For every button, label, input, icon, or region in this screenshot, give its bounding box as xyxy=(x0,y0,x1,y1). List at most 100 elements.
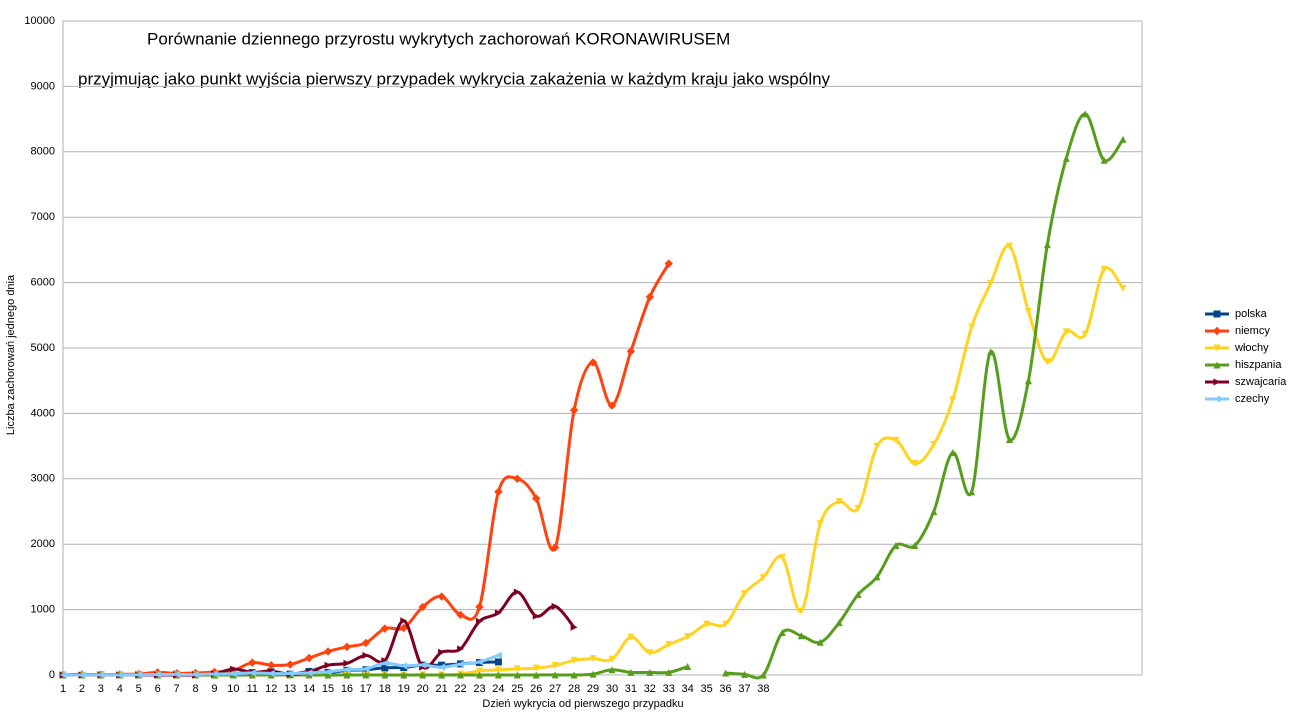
marker xyxy=(703,620,711,628)
marker xyxy=(173,670,181,678)
marker xyxy=(1100,265,1108,273)
marker xyxy=(570,656,578,664)
marker xyxy=(513,671,521,679)
x-tick-label: 28 xyxy=(568,683,580,695)
x-tick-label: 29 xyxy=(587,683,599,695)
marker xyxy=(154,671,162,679)
marker xyxy=(627,668,635,676)
x-tick-label: 12 xyxy=(265,683,277,695)
marker xyxy=(532,671,540,679)
marker xyxy=(1213,361,1221,369)
marker xyxy=(116,671,124,679)
marker xyxy=(192,671,200,679)
marker xyxy=(532,612,540,620)
marker xyxy=(97,671,105,679)
marker xyxy=(229,665,237,673)
marker xyxy=(665,668,673,676)
marker xyxy=(664,259,673,268)
marker xyxy=(248,658,257,667)
x-tick-label: 19 xyxy=(398,683,410,695)
marker xyxy=(1062,328,1070,336)
y-tick-label: 4000 xyxy=(31,407,55,419)
marker xyxy=(1100,156,1108,164)
legend-label: niemcy xyxy=(1235,325,1270,337)
marker xyxy=(570,623,578,631)
x-tick-label: 27 xyxy=(549,683,561,695)
y-tick-label: 1000 xyxy=(31,604,55,616)
y-tick-label: 7000 xyxy=(31,211,55,223)
marker xyxy=(551,661,559,669)
marker xyxy=(645,292,655,302)
marker xyxy=(759,573,767,581)
x-tick-label: 16 xyxy=(341,683,353,695)
marker xyxy=(1213,344,1221,352)
marker xyxy=(475,671,483,679)
marker xyxy=(361,638,371,648)
x-tick-label: 1 xyxy=(60,683,66,695)
marker xyxy=(551,602,559,610)
marker xyxy=(892,542,900,550)
marker xyxy=(437,592,446,601)
marker xyxy=(608,655,616,663)
marker xyxy=(684,662,692,670)
marker xyxy=(911,542,919,550)
x-tick-label: 35 xyxy=(700,683,712,695)
marker xyxy=(380,624,390,633)
marker xyxy=(475,658,483,666)
marker xyxy=(626,347,636,356)
marker xyxy=(1062,154,1070,162)
x-tick-label: 26 xyxy=(530,683,542,695)
marker xyxy=(608,666,616,674)
marker xyxy=(475,617,483,625)
x-tick-label: 36 xyxy=(719,683,731,695)
marker xyxy=(570,671,578,679)
marker xyxy=(513,588,521,596)
marker xyxy=(210,670,218,678)
legend-label: szwajcaria xyxy=(1235,376,1287,388)
marker xyxy=(759,671,767,679)
marker xyxy=(513,474,522,483)
marker xyxy=(285,660,295,669)
marker xyxy=(324,668,332,676)
marker xyxy=(419,661,427,669)
marker xyxy=(968,488,976,496)
marker xyxy=(778,628,786,636)
marker xyxy=(457,645,465,653)
marker xyxy=(1213,395,1221,403)
chart-title: Porównanie dziennego przyrostu wykrytych… xyxy=(147,29,730,48)
x-tick-label: 38 xyxy=(757,683,769,695)
series-line xyxy=(62,262,671,677)
marker xyxy=(873,442,881,450)
marker xyxy=(1024,307,1032,315)
marker xyxy=(589,655,597,663)
x-tick-label: 34 xyxy=(682,683,694,695)
marker xyxy=(342,642,352,652)
marker xyxy=(324,671,332,679)
marker xyxy=(438,663,446,671)
x-tick-label: 7 xyxy=(174,683,180,695)
y-tick-label: 5000 xyxy=(31,342,55,354)
x-tick-label: 21 xyxy=(435,683,447,695)
legend-label: czechy xyxy=(1235,393,1270,405)
marker xyxy=(343,666,351,674)
marker xyxy=(797,632,805,640)
marker xyxy=(930,440,938,448)
marker xyxy=(949,396,957,404)
marker xyxy=(532,494,541,503)
marker xyxy=(400,617,408,625)
marker xyxy=(400,671,408,679)
marker xyxy=(1005,242,1013,250)
marker xyxy=(569,405,579,415)
marker xyxy=(418,602,427,612)
marker xyxy=(646,668,654,676)
marker xyxy=(987,280,995,288)
marker xyxy=(456,610,465,620)
x-tick-label: 2 xyxy=(79,683,85,695)
marker xyxy=(607,401,617,410)
marker xyxy=(1043,358,1051,366)
marker xyxy=(778,553,786,561)
x-tick-label: 33 xyxy=(663,683,675,695)
marker xyxy=(589,670,597,678)
marker xyxy=(816,520,824,528)
